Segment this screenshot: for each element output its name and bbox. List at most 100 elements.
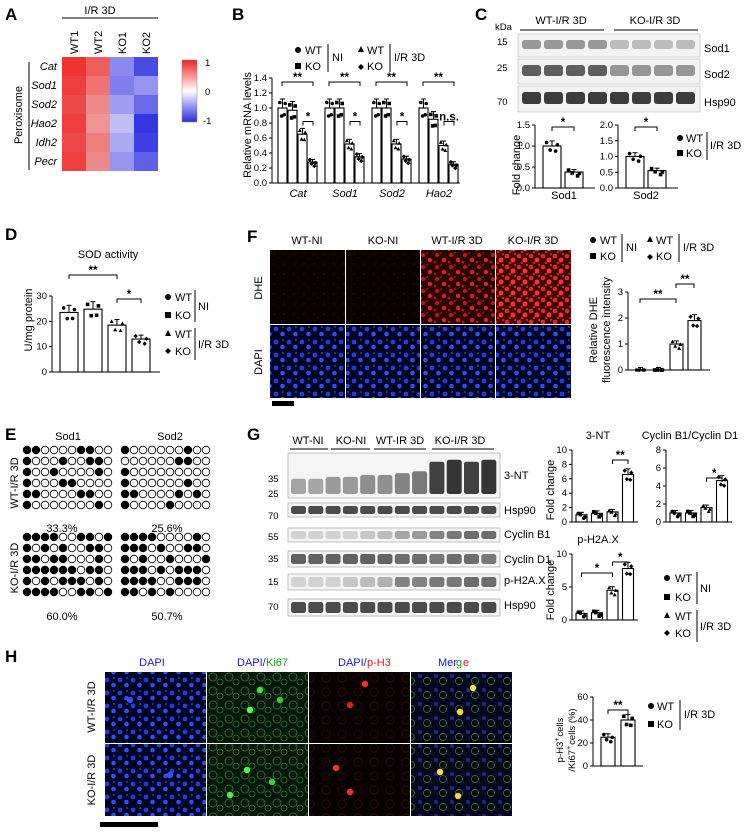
b-bar-sod1-1-point [340, 101, 344, 106]
g-marker-15: 15 [268, 577, 279, 588]
g-group-ko-ir: KO-I/R 3D [435, 435, 486, 447]
blot-sod1-band [522, 40, 541, 49]
methylation-dot [85, 456, 95, 466]
g-g1-ytick-label: 2 [562, 503, 567, 514]
d-ytick-label: 30 [36, 291, 47, 302]
d-bar-2-point [109, 319, 114, 323]
methylation-dot [183, 500, 193, 510]
g-blot-hsp90a-band [325, 506, 341, 514]
b-bar-sod2-1-point [383, 114, 388, 118]
methylation-dot [76, 467, 86, 477]
c-bar-c1-wt-point [544, 140, 549, 145]
c-c1-ytick-label: 0.0 [517, 183, 530, 194]
methylation-dot [165, 576, 175, 586]
b-bar-cat-2-point [299, 137, 304, 141]
c-legend-ko-marker [677, 150, 683, 156]
methylation-dot [147, 554, 157, 564]
methylation-dot [120, 467, 130, 477]
methylation-dot [103, 543, 113, 553]
h-row-ko: KO-I/R 3D [86, 755, 98, 806]
heatmap-cell [86, 57, 110, 76]
blot-sod2-band [544, 65, 563, 76]
methylation-dot [94, 576, 104, 586]
methylation-dot [201, 445, 211, 455]
h-bar-0-point [602, 732, 606, 737]
methylation-dot [22, 500, 32, 510]
b-bar-hao2-3-point [453, 165, 458, 171]
c-bar-c2-wt-point [627, 151, 632, 156]
b-sig-ir-0-label: * [306, 112, 311, 124]
g-chart-title-cyclin: Cyclin B1/Cyclin D1 [642, 430, 739, 442]
c-c2-ytick-label: 0.0 [600, 183, 613, 194]
c-legend-ko: KO [686, 148, 702, 160]
h-ytick-label: 60 [577, 692, 588, 703]
panel-d-title: SOD activity [78, 249, 139, 261]
legend-wt-ni-marker [295, 47, 301, 53]
g-blot-hsp90b-band [308, 602, 324, 613]
b-bar-sod1-1-point [336, 114, 341, 118]
c-bar-c2-ko-point [658, 172, 663, 177]
b-bar-sod2-0-point [373, 114, 378, 118]
g-band-3nt: 3-NT [504, 470, 529, 482]
g-blot-3nt-band [412, 471, 428, 494]
heatmap-cell [62, 76, 86, 95]
methylation-dot [58, 554, 68, 564]
g-group-wt-ni: WT-NI [292, 435, 323, 447]
g-blot-ph2ax-band [446, 577, 462, 587]
f-bar-0-point [634, 368, 639, 372]
d-legend-ko-ni-marker [165, 312, 171, 318]
d-bar-1-point [94, 313, 99, 318]
b-sig-main-2-bracket [375, 81, 408, 86]
methylation-dot [76, 489, 86, 499]
b-bar-hao2-0-point [420, 114, 425, 118]
b-sig-main-1-bracket [328, 81, 361, 86]
f-bar-2-point [677, 346, 682, 350]
g-blot-cyclinb1-band [446, 531, 462, 539]
b-bar-cat-3-point [309, 161, 314, 166]
g-blot-ph2ax-frame [287, 573, 501, 591]
blot-group-wt: WT-I/R 3D [535, 15, 586, 27]
methylation-dot [201, 576, 211, 586]
h-bar-1-point [624, 722, 629, 727]
b-bar-cat-3-point [313, 160, 318, 166]
g-group-wt-ir: WT-IR 3D [376, 435, 424, 447]
methylation-dot [67, 445, 77, 455]
h-ytick-label: 20 [577, 738, 588, 749]
g-blot-cyclinb1-band [325, 531, 341, 539]
h-bar-1 [620, 719, 636, 767]
d-bar-3-point [142, 341, 147, 346]
b-sig-ir-2-bracket [396, 121, 408, 126]
b-bar-sod2-0-point [377, 101, 382, 106]
b-bar-sod1-1-point [339, 112, 344, 117]
methylation-dot [85, 489, 95, 499]
f-ytick-label: 3 [618, 287, 623, 298]
methylation-dot [120, 445, 130, 455]
methylation-dot [192, 467, 202, 477]
f-bar-3-point [696, 316, 701, 321]
f-legend-ko-ir: KO [656, 251, 672, 263]
heatmap-row-sod1: Sod1 [31, 80, 57, 92]
methylation-dot [76, 565, 86, 575]
h-bar-1-point [622, 714, 626, 719]
methylation-dot [129, 587, 139, 597]
g-blot-cyclinb1-frame [287, 527, 501, 543]
methylation-dot [165, 500, 175, 510]
g-blot-3nt-band [429, 461, 445, 494]
methylation-dot [156, 489, 166, 499]
methylation-dot [103, 467, 113, 477]
methylation-dot [129, 500, 139, 510]
g-g3-ytick-label: 5 [562, 582, 567, 593]
methylation-dot [31, 500, 41, 510]
methylation-dot [156, 500, 166, 510]
g-blot-hsp90a-band [446, 506, 462, 514]
methylation-dot [183, 576, 193, 586]
legend-wt-ir-marker [358, 46, 364, 52]
h-img-ph3-wt [309, 672, 410, 743]
methylation-dot [40, 543, 50, 553]
b-sig-ir-3-label: n.s. [439, 112, 459, 124]
blot-sod2-band [676, 65, 695, 76]
d-sig-1-bracket [68, 274, 118, 279]
g-blot-hsp90a-band [377, 506, 393, 514]
methylation-dot [129, 489, 139, 499]
b-xlabel-cat: Cat [289, 188, 307, 200]
